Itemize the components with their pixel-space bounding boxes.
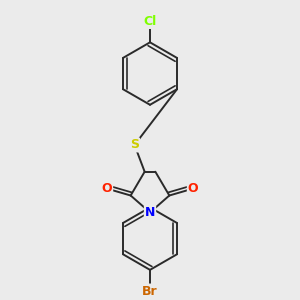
Text: S: S [130,138,139,152]
Text: Br: Br [142,285,158,298]
Text: Cl: Cl [143,15,157,28]
Text: N: N [145,206,155,219]
Text: O: O [102,182,112,195]
Text: O: O [188,182,198,195]
